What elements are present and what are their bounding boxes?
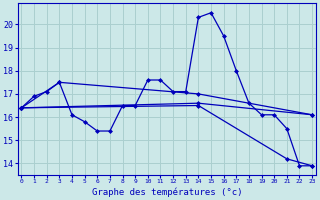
X-axis label: Graphe des températures (°c): Graphe des températures (°c) <box>92 187 242 197</box>
